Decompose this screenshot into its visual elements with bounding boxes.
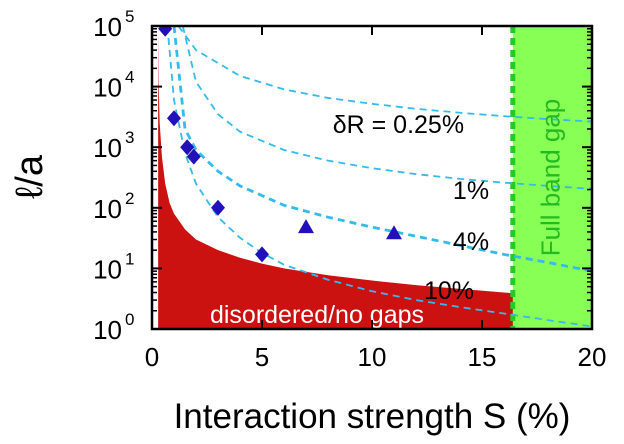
y-tick-label-0: 10 [93, 315, 122, 345]
label-disordered: disordered/no gaps [210, 301, 424, 329]
x-tick-label-5: 5 [255, 342, 269, 372]
label-dR-0.25: δR = 0.25% [333, 111, 464, 139]
curve-dR-0.25 [177, 26, 592, 123]
x-tick-label-10: 10 [358, 342, 387, 372]
y-tick-label-4: 10 [93, 73, 122, 103]
diamond-data-point-2 [180, 139, 195, 156]
y-tick-label-2: 10 [93, 194, 122, 224]
triangle-data-point-0 [298, 219, 314, 234]
y-tick-exponent-5: 5 [125, 7, 134, 26]
y-tick-exponent-1: 1 [125, 249, 134, 268]
curve-dR-1 [181, 26, 592, 190]
y-tick-exponent-0: 0 [125, 310, 134, 329]
plot-area [158, 26, 592, 329]
curve-dR-4 [172, 26, 592, 273]
diamond-data-point-0 [158, 26, 173, 37]
diamond-data-point-4 [211, 199, 225, 216]
x-tick-label-15: 15 [468, 342, 497, 372]
y-tick-exponent-3: 3 [125, 128, 134, 147]
annotations: δR = 0.25% 1% 4% 10%disordered/no gaps Full … [210, 99, 565, 330]
label-full-gap: Full band gap [535, 99, 565, 257]
y-tick-label-1: 10 [93, 254, 122, 284]
y-tick-label-3: 10 [93, 133, 122, 163]
label-dR-1: 1% [453, 177, 489, 205]
x-tick-label-20: 20 [578, 342, 607, 372]
y-axis-label: ℓ/a [9, 154, 51, 199]
x-axis-label: Interaction strength S (%) [174, 397, 571, 436]
curve-dR-10 [166, 26, 592, 328]
triangle-data-point-1 [386, 225, 402, 240]
diamond-data-point-3 [186, 148, 201, 165]
label-dR-4: 4% [453, 228, 489, 256]
diamond-data-point-1 [167, 110, 181, 127]
x-tick-label-0: 0 [145, 342, 159, 372]
y-tick-label-5: 10 [93, 12, 122, 42]
diamond-data-point-5 [255, 246, 269, 263]
y-tick-exponent-4: 4 [125, 68, 134, 87]
full-gap-region [512, 26, 592, 329]
label-dR-10: 10% [424, 277, 474, 305]
y-tick-exponent-2: 2 [125, 189, 134, 208]
